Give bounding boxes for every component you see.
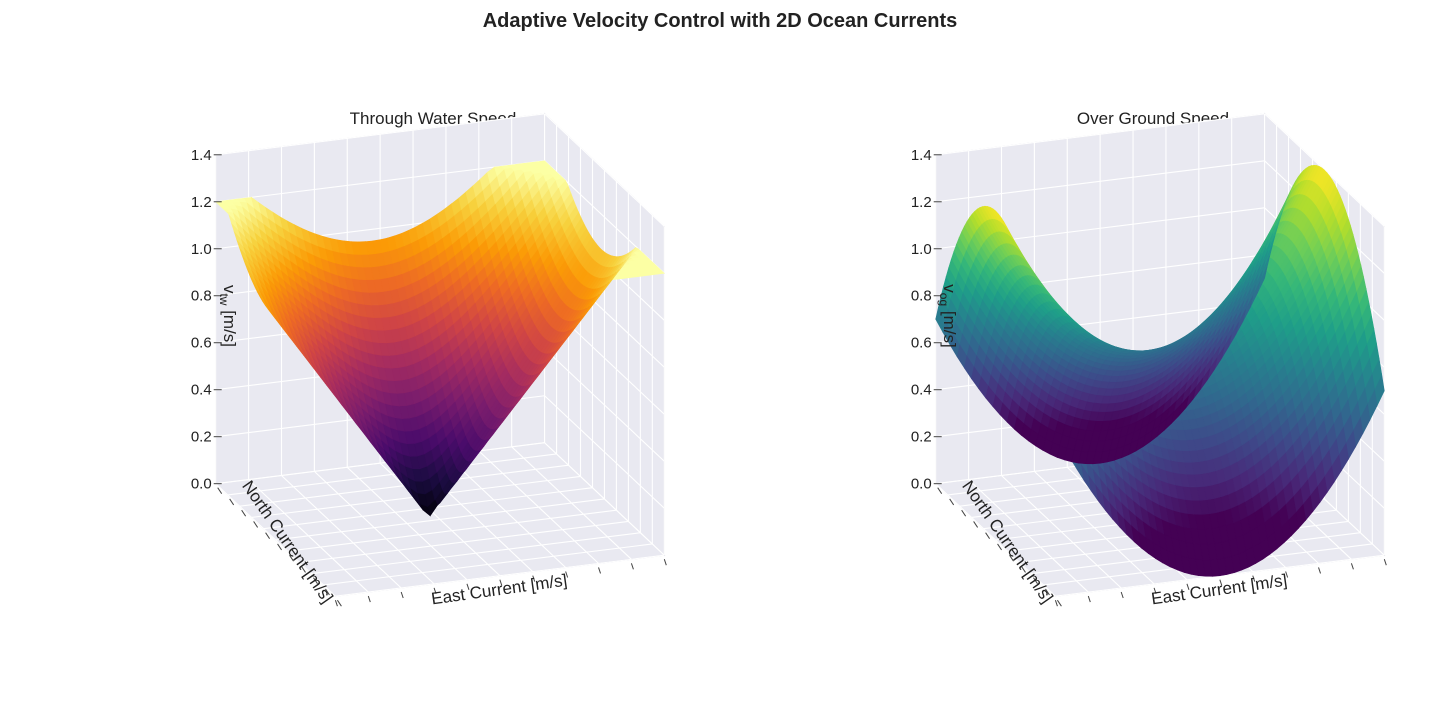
n-tick-mark (265, 532, 270, 539)
e-tick-mark (1350, 563, 1354, 570)
z-tick-label: 0.6 (191, 335, 212, 352)
e-tick-mark (1318, 567, 1321, 574)
e-tick-mark (433, 587, 437, 595)
grid-line (215, 113, 545, 156)
n-tick-mark (985, 532, 990, 539)
grid-line (478, 450, 599, 564)
e-tick-mark (663, 559, 667, 566)
n-tick-mark (241, 509, 247, 517)
z-tick-label: 1.0 (911, 241, 932, 258)
e-tick-mark (630, 563, 634, 570)
n-tick-mark (229, 498, 235, 506)
e-tick-mark (532, 575, 536, 582)
e-tick-mark (334, 600, 338, 607)
e-tick-mark (1252, 575, 1256, 582)
n-tick-mark (937, 487, 943, 494)
grid-line (544, 348, 665, 462)
figure-title: Adaptive Velocity Control with 2D Ocean … (482, 10, 958, 32)
n-tick-mark (277, 543, 282, 551)
e-tick-mark (400, 591, 404, 599)
n-tick-mark (336, 599, 342, 607)
z-tick-label: 0.0 (191, 476, 212, 493)
grid-line (935, 483, 1056, 597)
grid-line (544, 442, 665, 556)
z-tick-label: 0.0 (911, 476, 932, 493)
e-tick-mark (1285, 571, 1289, 578)
chart-panel-through-water: Through Water Speed0.00.20.40.60.81.01.2… (191, 109, 667, 608)
z-tick-label: 0.8 (911, 288, 932, 305)
z-axis-label: vog [m/s] (937, 284, 959, 347)
n-tick-mark (313, 577, 318, 584)
n-tick-mark (997, 543, 1002, 551)
grid-line (227, 453, 557, 496)
e-tick-mark (1153, 587, 1157, 595)
grid-line (215, 483, 336, 597)
z-tick-label: 1.2 (191, 194, 212, 211)
z-tick-label: 0.2 (911, 429, 932, 446)
n-tick-mark (1009, 554, 1014, 562)
grid-line (275, 498, 605, 541)
e-tick-mark (1087, 595, 1091, 603)
z-tick-label: 1.0 (191, 241, 212, 258)
z-axis-label-sub: og (937, 293, 951, 306)
z-tick-label: 0.4 (911, 382, 932, 399)
n-tick-mark (1033, 577, 1038, 584)
z-axis-label-unit: [m/s] (940, 306, 959, 348)
surface-patch (536, 160, 548, 165)
grid-line (935, 160, 1265, 203)
surface (935, 164, 1385, 577)
grid-line (215, 442, 545, 485)
e-tick-mark (499, 579, 503, 586)
n-tick-mark (325, 588, 330, 596)
z-tick-label: 1.4 (911, 147, 932, 164)
n-tick-mark (961, 509, 967, 517)
n-tick-mark (253, 521, 259, 528)
n-tick-mark (289, 554, 294, 562)
surface (215, 160, 665, 517)
z-axis-label-main: v (940, 284, 959, 293)
z-tick-label: 0.4 (191, 382, 212, 399)
e-tick-mark (1383, 559, 1387, 566)
n-tick-mark (1045, 588, 1050, 596)
n-tick-mark (949, 498, 955, 506)
z-axis-label-main: v (220, 285, 239, 294)
grid-line (215, 160, 545, 203)
n-tick-mark (1021, 566, 1026, 573)
z-tick-label: 1.2 (911, 194, 932, 211)
z-tick-label: 0.8 (191, 288, 212, 305)
e-tick-mark (598, 567, 601, 574)
z-axis-label: vtw [m/s] (217, 285, 239, 347)
grid-line (445, 454, 567, 568)
e-tick-mark (1219, 579, 1223, 586)
n-tick-mark (217, 487, 223, 494)
n-tick-mark (973, 521, 979, 528)
e-tick-mark (367, 595, 371, 603)
z-axis-label-unit: [m/s] (220, 305, 239, 347)
z-axis-label-sub: tw (217, 293, 231, 305)
z-tick-label: 1.4 (191, 147, 212, 164)
n-tick-mark (301, 566, 306, 573)
e-tick-mark (1186, 583, 1190, 590)
e-tick-mark (1054, 600, 1058, 607)
z-tick-label: 0.6 (911, 335, 932, 352)
e-tick-mark (565, 571, 569, 578)
surface-patch (1171, 403, 1182, 425)
chart-panel-over-ground: Over Ground Speed0.00.20.40.60.81.01.21.… (911, 109, 1387, 608)
grid-line (544, 113, 665, 227)
grid-line (544, 395, 665, 509)
e-tick-mark (1120, 591, 1124, 599)
z-tick-label: 0.2 (191, 429, 212, 446)
n-tick-mark (1056, 599, 1062, 607)
grid-line (511, 446, 632, 560)
grid-line (935, 113, 1265, 156)
e-tick-mark (466, 583, 470, 590)
